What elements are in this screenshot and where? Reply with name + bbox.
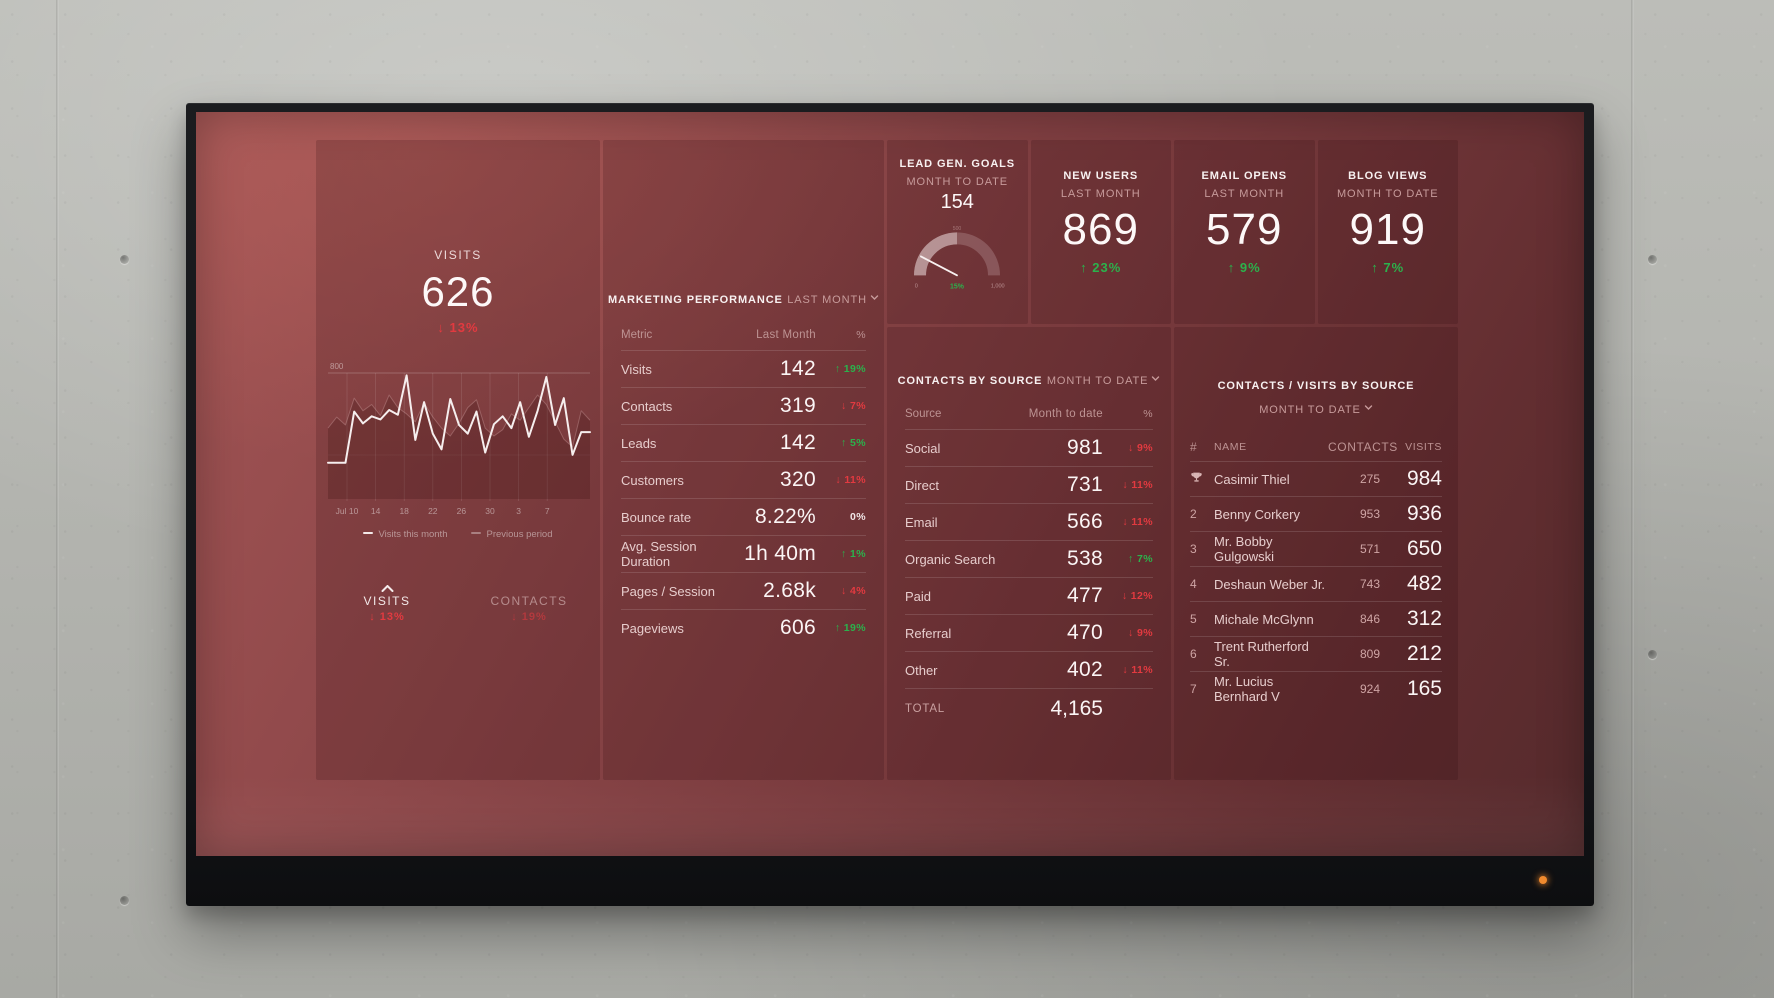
power-led xyxy=(1539,876,1547,884)
table-row: Social 981 ↓ 9% xyxy=(905,429,1153,466)
visits-panel: VISITS 626 ↓ 13% Jul 10 14 18 22 26 30 3 7 800 V… xyxy=(316,140,600,780)
legend-dash-icon xyxy=(471,532,482,534)
chevron-down-icon xyxy=(870,293,879,302)
legend-item-previous: Previous period xyxy=(471,529,553,540)
gauge-needle xyxy=(920,255,959,277)
chart-legend: Visits this month Previous period xyxy=(316,529,600,540)
visits-line-chart: Jul 10 14 18 22 26 30 3 7 800 xyxy=(327,362,591,516)
table-row: 1 Casimir Thiel xyxy=(1190,461,1442,496)
new-users-tile: NEW USERS LAST MONTH 869 ↑ 23% xyxy=(1030,140,1171,324)
visits-value: 626 xyxy=(421,268,495,315)
blog-views-tile: BLOG VIEWS MONTH TO DATE 919 ↑ 7% xyxy=(1317,140,1458,324)
contacts-by-source-panel: CONTACTS BY SOURCE MONTH TO DATE Source … xyxy=(887,327,1171,780)
table-row: 5 Michale McGly xyxy=(1190,601,1442,636)
table-row: 7 Mr. Lucius Be xyxy=(1190,671,1442,706)
svg-text:Jul 10: Jul 10 xyxy=(336,506,359,516)
table-row: 2 Benny Corkery xyxy=(1190,496,1442,531)
chevron-down-icon xyxy=(1364,403,1373,412)
date-range-selector[interactable]: LAST MONTH xyxy=(787,294,879,306)
legend-dash-icon xyxy=(363,532,374,534)
wall-tie-hole xyxy=(120,255,129,264)
wall-tie-hole xyxy=(1648,650,1657,659)
lead-gen-value: 154 xyxy=(940,191,974,213)
dashboard-screen: VISITS 626 ↓ 13% Jul 10 14 18 22 26 30 3 7 800 V… xyxy=(196,112,1584,856)
panel-header: CONTACTS / VISITS BY SOURCE MONTH TO DAT… xyxy=(1217,380,1415,416)
visits-delta: ↓ 13% xyxy=(437,320,479,335)
tab-contacts[interactable]: CONTACTS ↓ 19% xyxy=(490,594,568,623)
panel-header: MARKETING PERFORMANCE LAST MONTH xyxy=(603,140,884,308)
table-row: Leads 142 ↑ 5% xyxy=(621,424,866,461)
total-row: TOTAL 4,165 xyxy=(905,688,1153,728)
table-header: # NAME CONTACTS VISITS xyxy=(1190,440,1442,454)
svg-text:0: 0 xyxy=(915,283,918,289)
table-row: Pages / Session 2.68k ↓ 4% xyxy=(621,572,866,609)
wall-tie-hole xyxy=(1648,255,1657,264)
lead-gen-goals-tile: LEAD GEN. GOALS MONTH TO DATE 154 500 0 … xyxy=(887,140,1028,324)
svg-text:30: 30 xyxy=(485,506,495,516)
date-range-selector[interactable]: MONTH TO DATE xyxy=(1259,404,1373,416)
table-row: Referral 470 ↓ 9% xyxy=(905,614,1153,651)
svg-text:500: 500 xyxy=(953,226,962,232)
svg-text:15%: 15% xyxy=(950,283,964,290)
wall-tie-hole xyxy=(120,896,129,905)
svg-text:26: 26 xyxy=(457,506,467,516)
marketing-table: Metric Last Month % Visits 142 ↑ 19% xyxy=(621,320,866,646)
table-row: 4 Deshaun Weber xyxy=(1190,566,1442,601)
lead-gen-gauge: 500 0 1,000 15% xyxy=(914,226,1005,290)
svg-text:7: 7 xyxy=(545,506,550,516)
table-row: Other 402 ↓ 11% xyxy=(905,651,1153,688)
svg-text:18: 18 xyxy=(399,506,409,516)
table-row: 6 Trent Rutherf xyxy=(1190,636,1442,671)
svg-text:14: 14 xyxy=(371,506,381,516)
table-row: Bounce rate 8.22% 0% xyxy=(621,498,866,535)
table-row: Customers 320 ↓ 11% xyxy=(621,461,866,498)
table-row: Avg. Session Duration 1h 40m ↑ 1% xyxy=(621,535,866,572)
table-row: Organic Search 538 ↑ 7% xyxy=(905,540,1153,577)
email-opens-tile: EMAIL OPENS LAST MONTH 579 ↑ 9% xyxy=(1174,140,1315,324)
table-header: Source Month to date % xyxy=(905,408,1153,420)
svg-text:800: 800 xyxy=(330,362,344,371)
contacts-visits-by-source-panel: CONTACTS / VISITS BY SOURCE MONTH TO DAT… xyxy=(1174,327,1458,780)
visits-title: VISITS xyxy=(434,248,482,262)
svg-text:22: 22 xyxy=(428,506,438,516)
svg-text:1,000: 1,000 xyxy=(991,283,1005,289)
table-row: 3 Mr. Bobby Gul xyxy=(1190,531,1442,566)
marketing-performance-panel: MARKETING PERFORMANCE LAST MONTH Metric … xyxy=(603,140,884,780)
tab-visits[interactable]: VISITS ↓ 13% xyxy=(316,578,458,623)
table-row: Pageviews 606 ↑ 19% xyxy=(621,609,866,646)
panel-header: CONTACTS BY SOURCE MONTH TO DATE xyxy=(887,327,1171,389)
sources-table: Source Month to date % Social 981 ↓ 9% xyxy=(905,399,1153,728)
svg-text:3: 3 xyxy=(516,506,521,516)
metric-tabs: VISITS ↓ 13% CONTACTS ↓ 19% xyxy=(316,578,600,623)
leaderboard-table: # NAME CONTACTS VISITS 1 xyxy=(1190,433,1442,706)
caret-up-icon xyxy=(316,578,458,592)
chevron-down-icon xyxy=(1151,374,1160,383)
wall-seam-left xyxy=(56,0,59,998)
table-row: Paid 477 ↓ 12% xyxy=(905,577,1153,614)
date-range-selector[interactable]: MONTH TO DATE xyxy=(1047,375,1161,387)
legend-item-current: Visits this month xyxy=(363,529,447,540)
wall-seam-right xyxy=(1631,0,1634,998)
trophy-icon xyxy=(1190,471,1203,484)
table-row: Contacts 319 ↓ 7% xyxy=(621,387,866,424)
table-row: Email 566 ↓ 11% xyxy=(905,503,1153,540)
kpi-row: LEAD GEN. GOALS MONTH TO DATE 154 500 0 … xyxy=(887,140,1458,324)
table-row: Direct 731 ↓ 11% xyxy=(905,466,1153,503)
table-header: Metric Last Month % xyxy=(621,329,866,341)
table-row: Visits 142 ↑ 19% xyxy=(621,350,866,387)
wall-mounted-display: VISITS 626 ↓ 13% Jul 10 14 18 22 26 30 3 7 800 V… xyxy=(186,103,1594,906)
